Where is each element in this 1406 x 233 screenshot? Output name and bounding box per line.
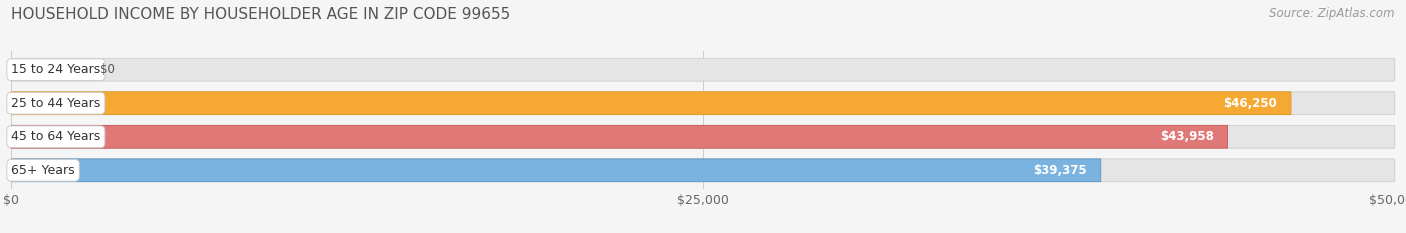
Text: 15 to 24 Years: 15 to 24 Years	[11, 63, 100, 76]
FancyBboxPatch shape	[11, 58, 1395, 81]
Text: $46,250: $46,250	[1223, 97, 1277, 110]
FancyBboxPatch shape	[11, 159, 1395, 182]
FancyBboxPatch shape	[11, 159, 1101, 182]
Text: 65+ Years: 65+ Years	[11, 164, 75, 177]
FancyBboxPatch shape	[11, 125, 1227, 148]
Text: $39,375: $39,375	[1033, 164, 1087, 177]
Text: $0: $0	[100, 63, 115, 76]
Text: $43,958: $43,958	[1160, 130, 1213, 143]
FancyBboxPatch shape	[11, 92, 1395, 115]
Text: HOUSEHOLD INCOME BY HOUSEHOLDER AGE IN ZIP CODE 99655: HOUSEHOLD INCOME BY HOUSEHOLDER AGE IN Z…	[11, 7, 510, 22]
FancyBboxPatch shape	[11, 92, 1291, 115]
Text: 45 to 64 Years: 45 to 64 Years	[11, 130, 100, 143]
Text: Source: ZipAtlas.com: Source: ZipAtlas.com	[1270, 7, 1395, 20]
Text: 25 to 44 Years: 25 to 44 Years	[11, 97, 100, 110]
FancyBboxPatch shape	[11, 125, 1395, 148]
